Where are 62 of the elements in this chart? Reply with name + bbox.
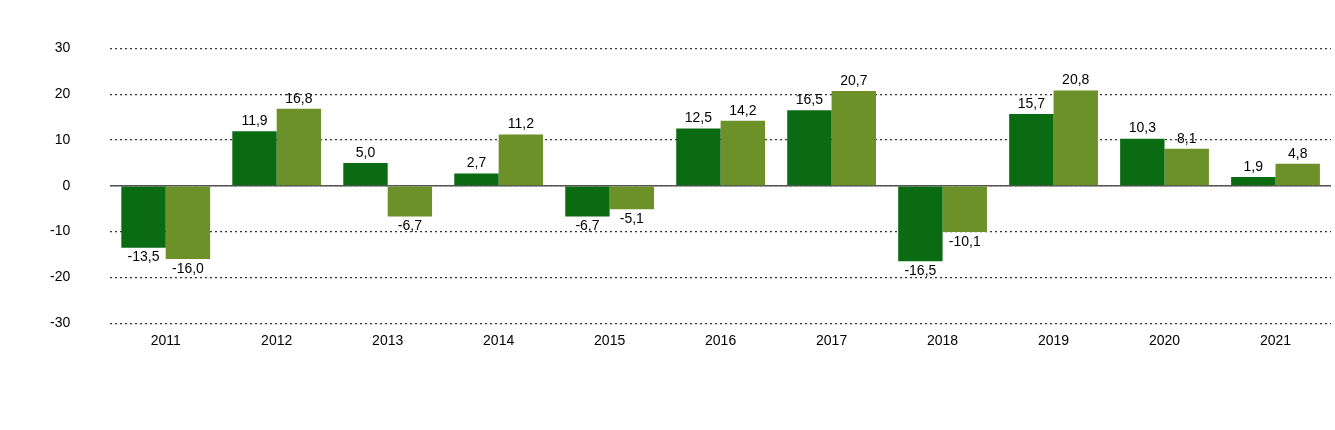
bar xyxy=(1164,148,1209,186)
y-tick-label: -20 xyxy=(50,268,71,285)
bar xyxy=(232,131,277,186)
data-label: 20,8 xyxy=(1062,71,1090,88)
y-tick-label: 20 xyxy=(54,85,71,102)
data-label: 16,5 xyxy=(795,91,824,108)
bar xyxy=(942,186,987,233)
x-tick-label: 2018 xyxy=(927,332,959,349)
data-label: -13,5 xyxy=(127,248,160,265)
x-tick-label: 2019 xyxy=(1037,332,1070,349)
y-tick-label: 0 xyxy=(62,176,71,193)
bar xyxy=(165,186,211,260)
data-label: 2,7 xyxy=(466,154,487,171)
bar xyxy=(387,186,433,217)
bar xyxy=(787,110,832,186)
bar xyxy=(498,134,544,186)
x-tick-label: 2013 xyxy=(372,332,404,349)
bar xyxy=(1009,113,1054,186)
data-label: -10,1 xyxy=(948,232,981,249)
data-label: -16,0 xyxy=(171,259,205,276)
bar xyxy=(121,186,166,248)
bar xyxy=(898,186,943,262)
y-tick-label: 30 xyxy=(54,39,71,56)
bar xyxy=(720,120,766,186)
data-label: 14,2 xyxy=(729,101,757,118)
x-tick-label: 2015 xyxy=(594,332,626,349)
y-tick-label: -30 xyxy=(50,314,71,331)
x-tick-label: 2011 xyxy=(150,332,181,349)
bar xyxy=(676,128,721,186)
y-tick-label: -10 xyxy=(50,222,71,239)
bar xyxy=(565,186,610,217)
bar xyxy=(276,108,322,186)
bar xyxy=(1120,138,1165,186)
data-label: -6,7 xyxy=(397,217,423,234)
bar xyxy=(831,90,876,186)
data-label: 20,7 xyxy=(840,71,868,88)
data-label: 4,8 xyxy=(1287,144,1308,161)
data-label: 1,9 xyxy=(1243,157,1264,174)
y-tick-label: 10 xyxy=(54,130,71,147)
data-label: -16,5 xyxy=(904,262,937,279)
bar xyxy=(343,162,388,186)
x-tick-label: 2021 xyxy=(1259,332,1292,349)
data-label: -6,7 xyxy=(575,217,600,234)
data-label: 15,7 xyxy=(1017,94,1046,111)
x-tick-label: 2014 xyxy=(483,332,515,349)
bar xyxy=(1053,90,1098,186)
x-tick-label: 2020 xyxy=(1148,332,1181,349)
x-tick-label: 2016 xyxy=(705,332,737,349)
bar xyxy=(1275,163,1320,186)
data-label: 10,3 xyxy=(1128,119,1157,136)
data-label: -5,1 xyxy=(619,210,645,227)
bar xyxy=(1231,177,1276,186)
data-label: 16,8 xyxy=(285,89,313,106)
data-label: 11,2 xyxy=(507,115,535,132)
data-label: 11,9 xyxy=(241,112,268,129)
x-tick-label: 2017 xyxy=(816,332,848,349)
bar xyxy=(609,186,655,210)
data-label: 12,5 xyxy=(684,109,713,126)
data-label: 5,0 xyxy=(355,143,376,160)
bar xyxy=(454,173,499,186)
data-label: 8,1 xyxy=(1176,129,1197,146)
x-tick-label: 2012 xyxy=(261,332,293,349)
